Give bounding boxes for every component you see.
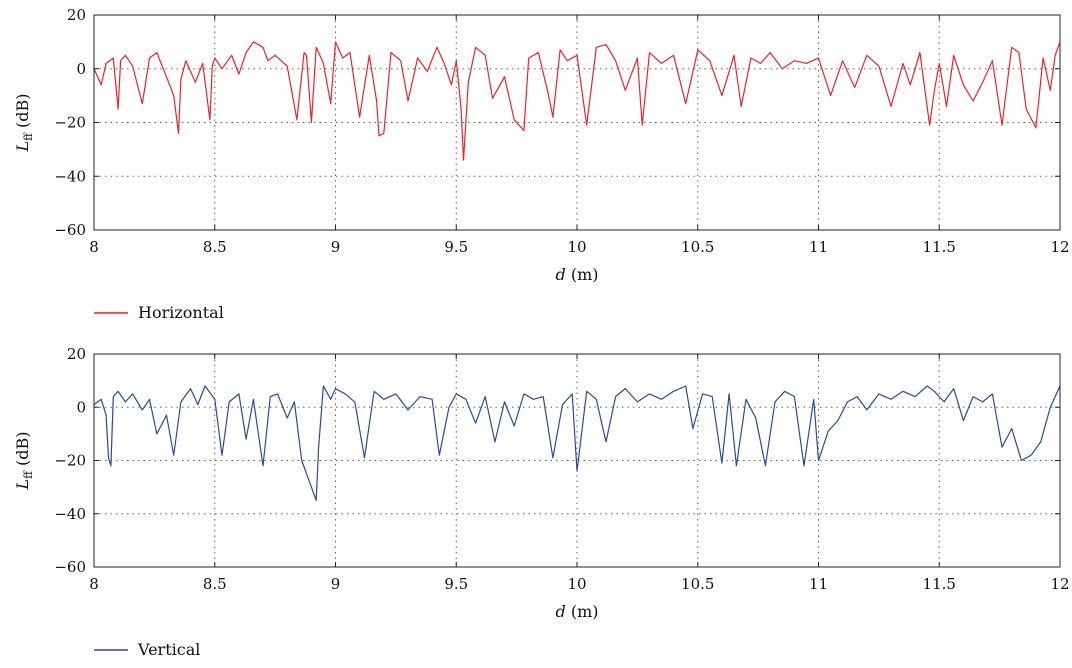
y-tick-label: 0 [76,60,86,78]
x-tick-label: 9 [331,575,341,593]
x-tick-label: 9.5 [444,238,468,256]
x-tick-label: 11 [809,238,828,256]
y-axis-label: Lff (dB) [13,431,35,490]
series-line-vertical [93,385,1061,501]
plot-frame [93,353,1061,568]
chart-panel-1: 8 8.5 9 9.5 10 10.5 11 11.5 12 20 0 −20 −40 −60 d (m) L… [13,6,1070,322]
x-tick-label: 10 [567,238,586,256]
x-tick-label: 10.5 [681,575,714,593]
x-tick-label: 11 [809,575,828,593]
chart-panel-2: 8 8.5 9 9.5 10 10.5 11 11.5 12 20 0 −20 −40 −60 d (m) L… [13,345,1070,659]
x-tick-label: 9.5 [444,575,468,593]
y-tick-label: −20 [54,452,86,470]
y-tick-label: −40 [54,167,86,185]
x-tick-label: 10.5 [681,238,714,256]
y-tick-label: −60 [54,221,86,239]
x-tick-label: 10 [567,575,586,593]
x-tick-label: 12 [1050,238,1069,256]
x-tick-label: 8 [89,238,99,256]
y-tick-label: −40 [54,505,86,523]
y-tick-label: 20 [67,345,86,363]
x-tick-label: 9 [331,238,341,256]
x-axis-label: d (m) [556,602,599,621]
x-axis-label: d (m) [556,265,599,284]
x-tick-label: 12 [1050,575,1069,593]
x-tick-label: 11.5 [923,575,956,593]
x-tick-label: 8.5 [203,575,227,593]
y-axis-label: Lff (dB) [13,93,35,152]
legend-label: Horizontal [138,303,224,322]
y-tick-label: −20 [54,114,86,132]
x-tick-label: 8.5 [203,238,227,256]
y-tick-label: 20 [67,6,86,24]
y-tick-label: −60 [54,558,86,576]
x-tick-label: 11.5 [923,238,956,256]
x-tick-label: 8 [89,575,99,593]
legend-label: Vertical [137,640,200,659]
y-tick-label: 0 [76,398,86,416]
series-line-horizontal [93,41,1061,161]
